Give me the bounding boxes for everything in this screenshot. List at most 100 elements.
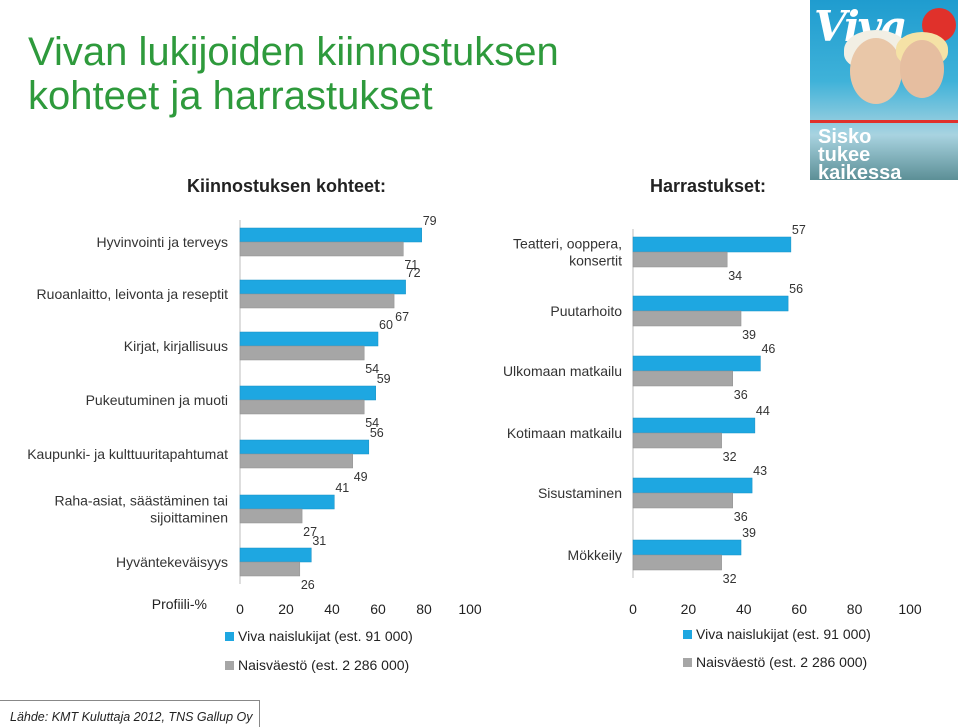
data-label-viva: 43 <box>753 464 767 478</box>
x-tick-label: 40 <box>324 601 340 617</box>
bar-naisvaesto <box>239 345 365 361</box>
category-label-line: Raha-asiat, säästäminen tai <box>54 493 228 509</box>
cover-headline: Sisko tukee kaikessa <box>818 126 902 180</box>
bar-viva <box>632 295 789 312</box>
category-label-line: Kirjat, kirjallisuus <box>124 338 228 354</box>
category-label: Kotimaan matkailu <box>507 425 622 441</box>
legend-label-naisvaesto: Naisväestö (est. 2 286 000) <box>696 654 867 670</box>
bar-naisvaesto <box>632 554 722 571</box>
category-label: Hyvinvointi ja terveys <box>97 234 229 250</box>
data-label-naisvaesto: 54 <box>365 362 379 376</box>
category-label-line: Ruoanlaitto, leivonta ja reseptit <box>37 286 229 302</box>
magazine-cover-image: Viva Sisko tukee kaikessa <box>810 0 958 180</box>
bar-naisvaesto <box>632 432 722 449</box>
x-tick-label: 100 <box>458 601 482 617</box>
legend-label-viva: Viva naislukijat (est. 91 000) <box>696 626 871 642</box>
x-tick-label: 0 <box>236 601 244 617</box>
data-label-naisvaesto: 49 <box>354 470 368 484</box>
data-label-viva: 39 <box>742 526 756 540</box>
data-label-naisvaesto: 36 <box>734 510 748 524</box>
data-label-naisvaesto: 36 <box>734 388 748 402</box>
bar-naisvaesto <box>239 508 303 524</box>
category-label: Kirjat, kirjallisuus <box>124 338 228 354</box>
bar-viva <box>239 547 312 563</box>
x-tick-label: 60 <box>370 601 386 617</box>
legend-label-viva: Viva naislukijat (est. 91 000) <box>238 628 413 644</box>
data-label-viva: 59 <box>377 372 391 386</box>
bar-viva <box>632 539 742 556</box>
category-label-line: Sisustaminen <box>538 485 622 501</box>
category-label: Kaupunki- ja kulttuuritapahtumat <box>27 446 228 462</box>
cover-person-face <box>900 40 944 98</box>
data-label-naisvaesto: 26 <box>301 578 315 592</box>
legend-swatch-viva <box>683 630 692 639</box>
source-note: Lähde: KMT Kuluttaja 2012, TNS Gallup Oy <box>0 700 260 727</box>
category-label-line: Puutarhoito <box>550 303 622 319</box>
data-label-viva: 41 <box>335 481 349 495</box>
data-label-naisvaesto: 32 <box>723 450 737 464</box>
hobbies-heading: Harrastukset: <box>650 176 767 196</box>
interests-heading: Kiinnostuksen kohteet: <box>187 176 387 196</box>
bar-naisvaesto <box>239 453 353 469</box>
bar-viva <box>632 236 792 253</box>
x-tick-label: 100 <box>898 601 922 617</box>
category-label: Raha-asiat, säästäminen tai sijoittaminen <box>54 493 228 526</box>
category-label-line: konsertit <box>569 253 622 269</box>
legend-swatch-naisvaesto <box>683 658 692 667</box>
category-label-line: Ulkomaan matkailu <box>503 363 622 379</box>
data-label-viva: 46 <box>761 342 775 356</box>
cover-person-face <box>850 38 902 104</box>
category-label-line: Kaupunki- ja kulttuuritapahtumat <box>27 446 228 462</box>
bar-naisvaesto <box>632 370 733 387</box>
data-label-naisvaesto: 32 <box>723 572 737 586</box>
page-title: Vivan lukijoiden kiinnostuksen kohteet j… <box>28 30 559 118</box>
legend-label-naisvaesto: Naisväestö (est. 2 286 000) <box>238 657 409 673</box>
x-tick-label: 0 <box>629 601 637 617</box>
x-tick-label: 80 <box>847 601 863 617</box>
bar-viva <box>239 227 422 243</box>
data-label-naisvaesto: 39 <box>742 328 756 342</box>
bar-viva <box>239 439 370 455</box>
x-tick-label: 60 <box>791 601 807 617</box>
category-label-line: Mökkeily <box>568 547 622 563</box>
data-label-viva: 56 <box>789 282 803 296</box>
data-label-viva: 60 <box>379 318 393 332</box>
bar-naisvaesto <box>632 310 742 327</box>
category-label: Pukeutuminen ja muoti <box>86 392 228 408</box>
bar-viva <box>632 355 761 372</box>
bar-naisvaesto <box>239 241 404 257</box>
category-label-line: Kotimaan matkailu <box>507 425 622 441</box>
x-tick-label: 40 <box>736 601 752 617</box>
category-label: Puutarhoito <box>550 303 622 319</box>
category-label: Hyväntekeväisyys <box>116 554 228 570</box>
category-label: Mökkeily <box>568 547 622 563</box>
data-label-viva: 72 <box>407 266 421 280</box>
category-label-line: Pukeutuminen ja muoti <box>86 392 228 408</box>
bar-viva <box>632 477 753 494</box>
data-label-naisvaesto: 71 <box>404 258 418 272</box>
x-tick-label: 20 <box>278 601 294 617</box>
category-label: Ulkomaan matkailu <box>503 363 622 379</box>
bar-naisvaesto <box>632 251 728 268</box>
data-label-viva: 57 <box>792 223 806 237</box>
legend-swatch-viva <box>225 632 234 641</box>
category-label: Sisustaminen <box>538 485 622 501</box>
category-label-line: Hyväntekeväisyys <box>116 554 228 570</box>
x-tick-label: 20 <box>681 601 697 617</box>
data-label-viva: 79 <box>423 214 437 228</box>
data-label-viva: 44 <box>756 404 770 418</box>
data-label-naisvaesto: 54 <box>365 416 379 430</box>
bar-viva <box>239 385 376 401</box>
bar-viva <box>239 494 335 510</box>
data-label-naisvaesto: 67 <box>395 310 409 324</box>
bar-naisvaesto <box>632 492 733 509</box>
x-axis-label: Profiili-% <box>152 596 207 612</box>
bar-viva <box>632 417 756 434</box>
bar-viva <box>239 279 406 295</box>
bar-naisvaesto <box>239 399 365 415</box>
x-tick-label: 80 <box>416 601 432 617</box>
cover-band <box>810 120 958 123</box>
data-label-viva: 31 <box>312 534 326 548</box>
bar-viva <box>239 331 379 347</box>
